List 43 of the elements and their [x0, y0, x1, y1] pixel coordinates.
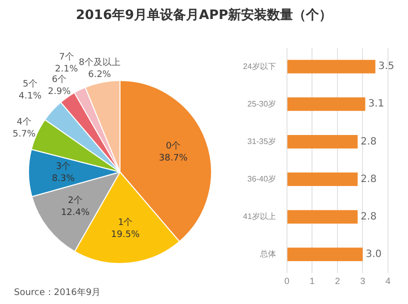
- source-note: Source：2016年9月: [14, 286, 101, 299]
- slice-label: 0个: [166, 140, 181, 152]
- data-label: 2.1%: [55, 64, 78, 74]
- data-label: 2.8: [360, 174, 377, 185]
- x-tick-label: 2: [334, 276, 340, 286]
- x-tick-label: 0: [284, 276, 290, 286]
- bar: [287, 97, 366, 111]
- slice-label: 7个: [59, 51, 74, 62]
- x-tick-label: 1: [310, 276, 315, 286]
- y-tick-label: 36-40岁: [247, 174, 276, 184]
- data-label: 2.8: [360, 136, 377, 148]
- slice-label: 8个及以上: [78, 56, 120, 68]
- x-tick-label: 3: [360, 276, 366, 286]
- slice-label: 6个: [52, 74, 67, 86]
- chart-title: 2016年9月单设备月APP新安装数量（个）: [74, 6, 334, 24]
- data-label: 38.7%: [158, 154, 188, 164]
- data-label: 12.4%: [60, 208, 90, 218]
- bar: [287, 210, 358, 224]
- data-label: 6.2%: [88, 70, 112, 80]
- slice-label: 3个: [56, 160, 71, 172]
- bar: [287, 248, 363, 262]
- data-label: 5.7%: [12, 129, 36, 140]
- slice-label: 1个: [118, 216, 133, 228]
- data-label: 8.3%: [52, 174, 76, 184]
- y-tick-label: 41岁以上: [242, 212, 276, 222]
- bar: [287, 60, 376, 74]
- data-label: 2.8: [360, 211, 377, 222]
- x-tick-label: 4: [385, 276, 391, 286]
- data-label: 3.0: [366, 249, 382, 260]
- slice-label: 2个: [68, 195, 83, 206]
- data-label: 19.5%: [111, 230, 140, 240]
- y-tick-label: 24岁以下: [242, 62, 276, 71]
- slice-label: 5个: [22, 78, 38, 90]
- bar: [287, 172, 358, 186]
- bar: [287, 134, 358, 148]
- y-tick-label: 31-35岁: [247, 136, 276, 146]
- slice-label: 4个: [16, 116, 32, 128]
- y-tick-label: 25-30岁: [247, 99, 276, 108]
- data-label: 2.9%: [48, 87, 72, 98]
- y-tick-label: 总体: [258, 250, 276, 259]
- data-label: 4.1%: [18, 92, 42, 102]
- data-label: 3.5: [378, 61, 394, 72]
- data-label: 3.1: [368, 98, 384, 110]
